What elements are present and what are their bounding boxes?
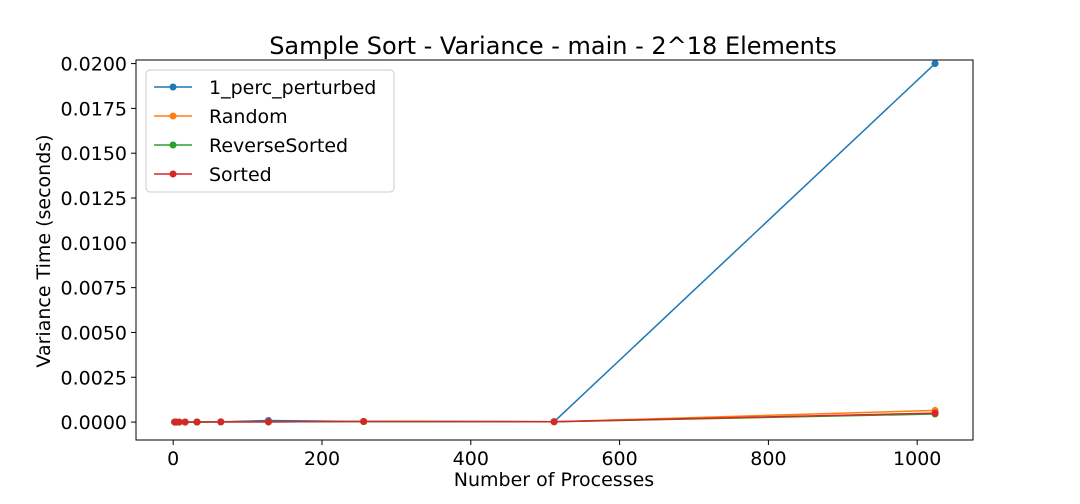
data-point xyxy=(550,418,558,426)
legend: 1_perc_perturbed Random ReverseSorted Sorte… xyxy=(145,69,395,193)
data-point xyxy=(264,418,272,426)
legend-label: Random xyxy=(209,106,288,128)
y-tick-label: 0.0125 xyxy=(61,188,127,210)
x-tick-label: 1000 xyxy=(893,448,941,470)
x-tick-label: 600 xyxy=(601,448,637,470)
data-point xyxy=(217,418,225,426)
data-point xyxy=(181,418,189,426)
legend-marker xyxy=(169,112,177,120)
y-tick-label: 0.0025 xyxy=(61,367,127,389)
y-tick-label: 0.0150 xyxy=(61,143,127,165)
y-tick-label: 0.0050 xyxy=(61,322,127,344)
data-point xyxy=(931,60,939,68)
x-axis: 0 200 400 600 800 1000 xyxy=(167,440,941,470)
y-axis-label: Variance Time (seconds) xyxy=(33,134,55,367)
plot-area: 0 200 400 600 800 1000 0.00000.00250.00500.00… xyxy=(61,54,974,470)
legend-label: Sorted xyxy=(209,164,272,186)
legend-marker xyxy=(169,83,177,91)
data-point xyxy=(193,418,201,426)
legend-label: ReverseSorted xyxy=(209,135,348,157)
y-tick-label: 0.0075 xyxy=(61,278,127,300)
y-axis: 0.0000 0.0025 0.0050 0.0075 0.0100 0.0125 0.01… xyxy=(61,54,136,434)
x-tick-label: 400 xyxy=(453,448,489,470)
legend-label: 1_perc_perturbed xyxy=(209,77,376,99)
data-point xyxy=(931,409,939,417)
legend-marker xyxy=(169,141,177,149)
x-tick-label: 0 xyxy=(167,448,179,470)
y-tick-label: 0.0100 xyxy=(61,233,127,255)
x-tick-label: 200 xyxy=(304,448,340,470)
legend-marker xyxy=(169,170,177,178)
data-point xyxy=(175,418,183,426)
y-tick-label: 0.0175 xyxy=(61,98,127,120)
y-tick-label: 0.0200 xyxy=(61,54,127,76)
x-tick-label: 800 xyxy=(750,448,786,470)
plot-frame xyxy=(135,59,974,441)
x-axis-label: Number of Processes xyxy=(454,469,654,491)
series-Sorted xyxy=(171,409,939,426)
chart-title: Sample Sort - Variance - main - 2^18 Ele… xyxy=(269,32,837,60)
y-tick-label: 0.0000 xyxy=(61,412,127,434)
series-layer xyxy=(171,60,939,426)
legend-box xyxy=(145,69,395,193)
data-point xyxy=(360,418,368,426)
